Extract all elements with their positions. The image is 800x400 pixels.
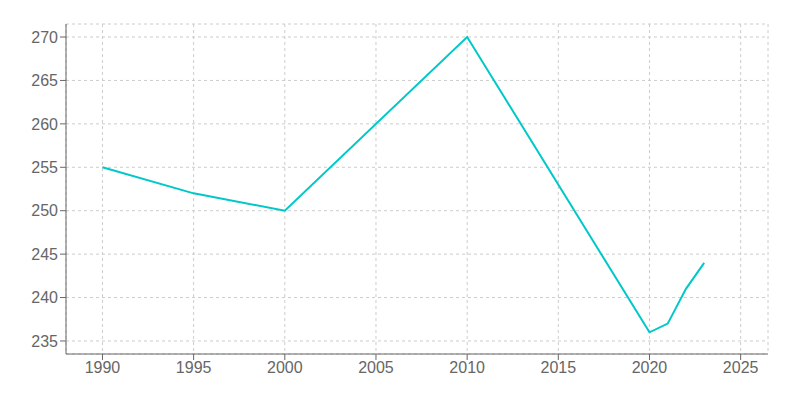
svg-text:240: 240 [31, 289, 58, 306]
svg-text:270: 270 [31, 29, 58, 46]
svg-text:2020: 2020 [632, 359, 668, 376]
svg-text:2000: 2000 [267, 359, 303, 376]
svg-text:260: 260 [31, 116, 58, 133]
svg-text:2025: 2025 [723, 359, 759, 376]
svg-text:255: 255 [31, 159, 58, 176]
svg-text:250: 250 [31, 202, 58, 219]
svg-text:2005: 2005 [358, 359, 394, 376]
svg-text:265: 265 [31, 72, 58, 89]
svg-text:2010: 2010 [449, 359, 485, 376]
svg-text:1990: 1990 [85, 359, 121, 376]
svg-text:245: 245 [31, 246, 58, 263]
svg-text:235: 235 [31, 333, 58, 350]
svg-text:2015: 2015 [541, 359, 577, 376]
svg-text:1995: 1995 [176, 359, 212, 376]
